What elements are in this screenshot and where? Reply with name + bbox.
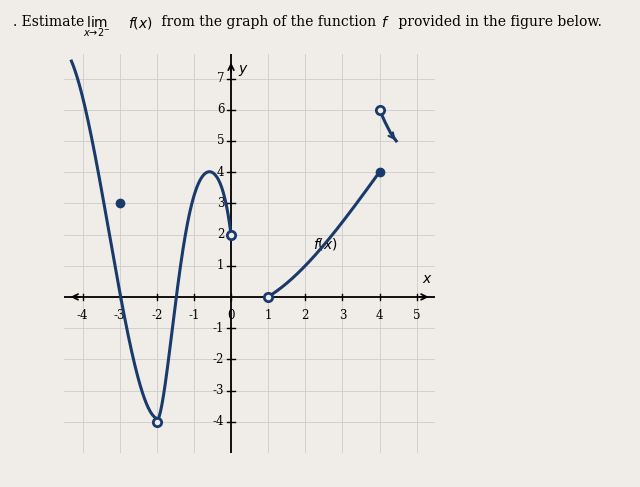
Text: . Estimate: . Estimate [13, 15, 93, 29]
Text: provided in the figure below.: provided in the figure below. [394, 15, 602, 29]
Text: -1: -1 [188, 309, 200, 322]
Text: -3: -3 [213, 384, 225, 397]
Text: 4: 4 [217, 166, 225, 179]
Text: $f(x)$: $f(x)$ [313, 236, 337, 252]
Text: from the graph of the function: from the graph of the function [157, 15, 380, 29]
Text: 3: 3 [217, 197, 225, 210]
Text: $x$: $x$ [422, 272, 433, 286]
Text: $\lim_{x\to2^{-}}$: $\lim_{x\to2^{-}}$ [83, 15, 111, 39]
Text: $y$: $y$ [237, 63, 248, 78]
Text: 2: 2 [217, 228, 225, 241]
Text: -4: -4 [213, 415, 225, 428]
Text: -3: -3 [114, 309, 125, 322]
Text: 0: 0 [227, 309, 235, 322]
Text: -2: -2 [213, 353, 225, 366]
Text: 7: 7 [217, 72, 225, 85]
Text: 2: 2 [301, 309, 309, 322]
Text: 1: 1 [264, 309, 272, 322]
Text: -2: -2 [151, 309, 163, 322]
Text: $f$: $f$ [381, 15, 390, 30]
Text: 1: 1 [217, 259, 225, 272]
Text: 3: 3 [339, 309, 346, 322]
Text: $f(x)$: $f(x)$ [128, 15, 153, 31]
Text: 6: 6 [217, 103, 225, 116]
Text: 5: 5 [217, 134, 225, 148]
Text: 4: 4 [376, 309, 383, 322]
Text: 5: 5 [413, 309, 420, 322]
Text: -1: -1 [213, 321, 225, 335]
Text: -4: -4 [77, 309, 88, 322]
